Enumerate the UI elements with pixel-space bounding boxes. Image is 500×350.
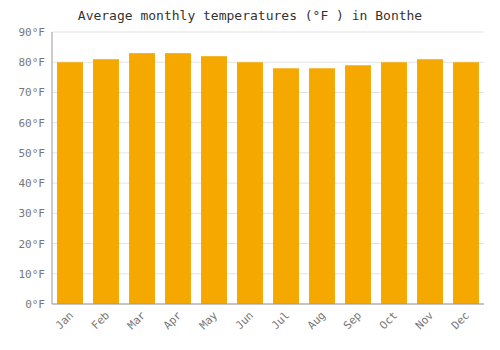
x-tick-label: Aug xyxy=(305,309,328,332)
x-tick-label: Jan xyxy=(53,309,76,332)
y-tick-label: 60°F xyxy=(19,117,46,130)
y-tick-label: 70°F xyxy=(19,86,46,99)
x-tick-label: Mar xyxy=(125,309,149,333)
grid-line xyxy=(52,304,484,305)
x-tick-label: Jun xyxy=(233,309,256,332)
x-tick-label: Nov xyxy=(413,309,437,333)
y-axis-line xyxy=(52,32,53,304)
bar xyxy=(453,62,479,304)
bar xyxy=(57,62,83,304)
y-tick-label: 90°F xyxy=(19,26,46,39)
bar xyxy=(417,59,443,304)
y-tick-label: 10°F xyxy=(19,268,46,281)
bar xyxy=(345,65,371,304)
x-tick-label: Oct xyxy=(377,309,400,332)
bar xyxy=(165,53,191,304)
x-tick-label: May xyxy=(197,309,221,333)
bar xyxy=(237,62,263,304)
bar xyxy=(93,59,119,304)
x-tick-label: Apr xyxy=(161,309,185,333)
bar xyxy=(129,53,155,304)
x-axis: Jan Feb Mar Apr May Jun Jul Aug Sep Oct Nov Dec xyxy=(53,309,472,333)
x-tick-label: Jul xyxy=(269,309,292,332)
chart-container: Average monthly temperatures (°F ) in Bo… xyxy=(0,0,500,350)
y-tick-label: 20°F xyxy=(19,238,46,251)
bars xyxy=(57,53,479,304)
x-tick-label: Sep xyxy=(341,309,364,332)
y-tick-label: 0°F xyxy=(25,298,45,311)
x-tick-label: Dec xyxy=(449,309,472,332)
y-tick-label: 50°F xyxy=(19,147,46,160)
bar xyxy=(381,62,407,304)
y-tick-label: 40°F xyxy=(19,177,46,190)
title: Average monthly temperatures (°F ) in Bo… xyxy=(78,8,423,23)
y-tick-label: 30°F xyxy=(19,207,46,220)
bar xyxy=(309,68,335,304)
y-tick-label: 80°F xyxy=(19,56,46,69)
y-axis: 0°F 10°F 20°F 30°F 40°F 50°F 60°F 70°F 80°F 90°F xyxy=(19,26,46,311)
x-tick-label: Feb xyxy=(89,309,112,332)
grid xyxy=(52,32,484,304)
chart: Average monthly temperatures (°F ) in Bo… xyxy=(0,0,500,350)
grid-line xyxy=(52,32,484,33)
bar xyxy=(273,68,299,304)
x-axis-line xyxy=(52,304,484,305)
bar xyxy=(201,56,227,304)
